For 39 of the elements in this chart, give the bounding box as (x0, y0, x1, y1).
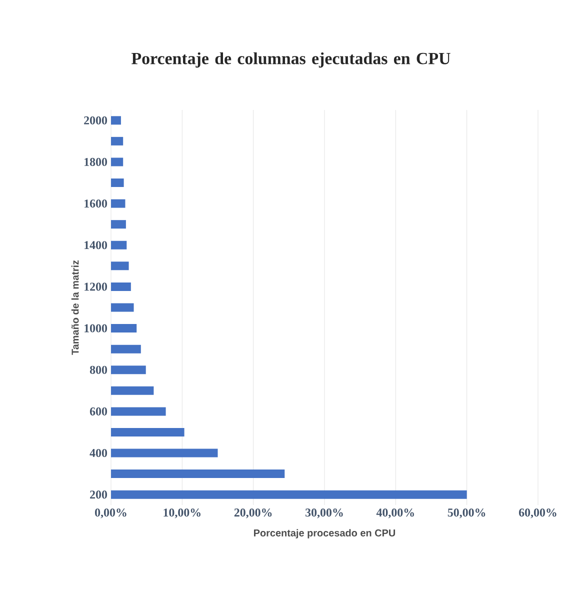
y-axis-title: Tamaño de la matriz (71, 260, 79, 355)
bar (111, 344, 141, 354)
y-tick-label: 1400 (84, 241, 108, 250)
y-tick-label: 800 (90, 366, 108, 374)
bar (111, 407, 166, 416)
bar (111, 303, 134, 312)
y-tick-label: 1800 (84, 158, 108, 166)
x-tick-label: 60,00% (518, 508, 556, 518)
bar (111, 158, 124, 166)
x-tick-label: 0,00% (95, 508, 126, 518)
y-tick-label: 1000 (84, 324, 108, 332)
bar (111, 240, 127, 250)
y-tick-label: 400 (90, 448, 108, 458)
x-tick-label: 40,00% (376, 508, 414, 518)
bar (111, 178, 124, 188)
bar (111, 448, 218, 458)
bar (111, 136, 124, 146)
bar (111, 324, 137, 333)
bar (111, 366, 146, 374)
x-tick-label: 50,00% (448, 508, 486, 518)
bar (111, 490, 467, 499)
bar (111, 282, 131, 291)
x-tick-label: 20,00% (234, 508, 272, 518)
bar (111, 220, 126, 229)
bar (111, 386, 154, 395)
bar (111, 428, 184, 436)
x-tick-label: 30,00% (306, 508, 343, 518)
y-tick-label: 200 (90, 490, 108, 499)
bar (111, 116, 121, 125)
bar (111, 262, 129, 270)
y-tick-label: 600 (90, 407, 108, 416)
bar (111, 470, 285, 478)
bar (111, 199, 126, 208)
y-tick-label: 1600 (84, 200, 108, 208)
chart-title: Porcentaje de columnas ejecutadas en CPU (132, 52, 450, 68)
y-tick-label: 1200 (84, 282, 108, 291)
x-axis-title: Porcentaje procesado en CPU (254, 529, 396, 538)
x-tick-label: 10,00% (164, 508, 200, 518)
y-tick-label: 2000 (84, 116, 108, 124)
